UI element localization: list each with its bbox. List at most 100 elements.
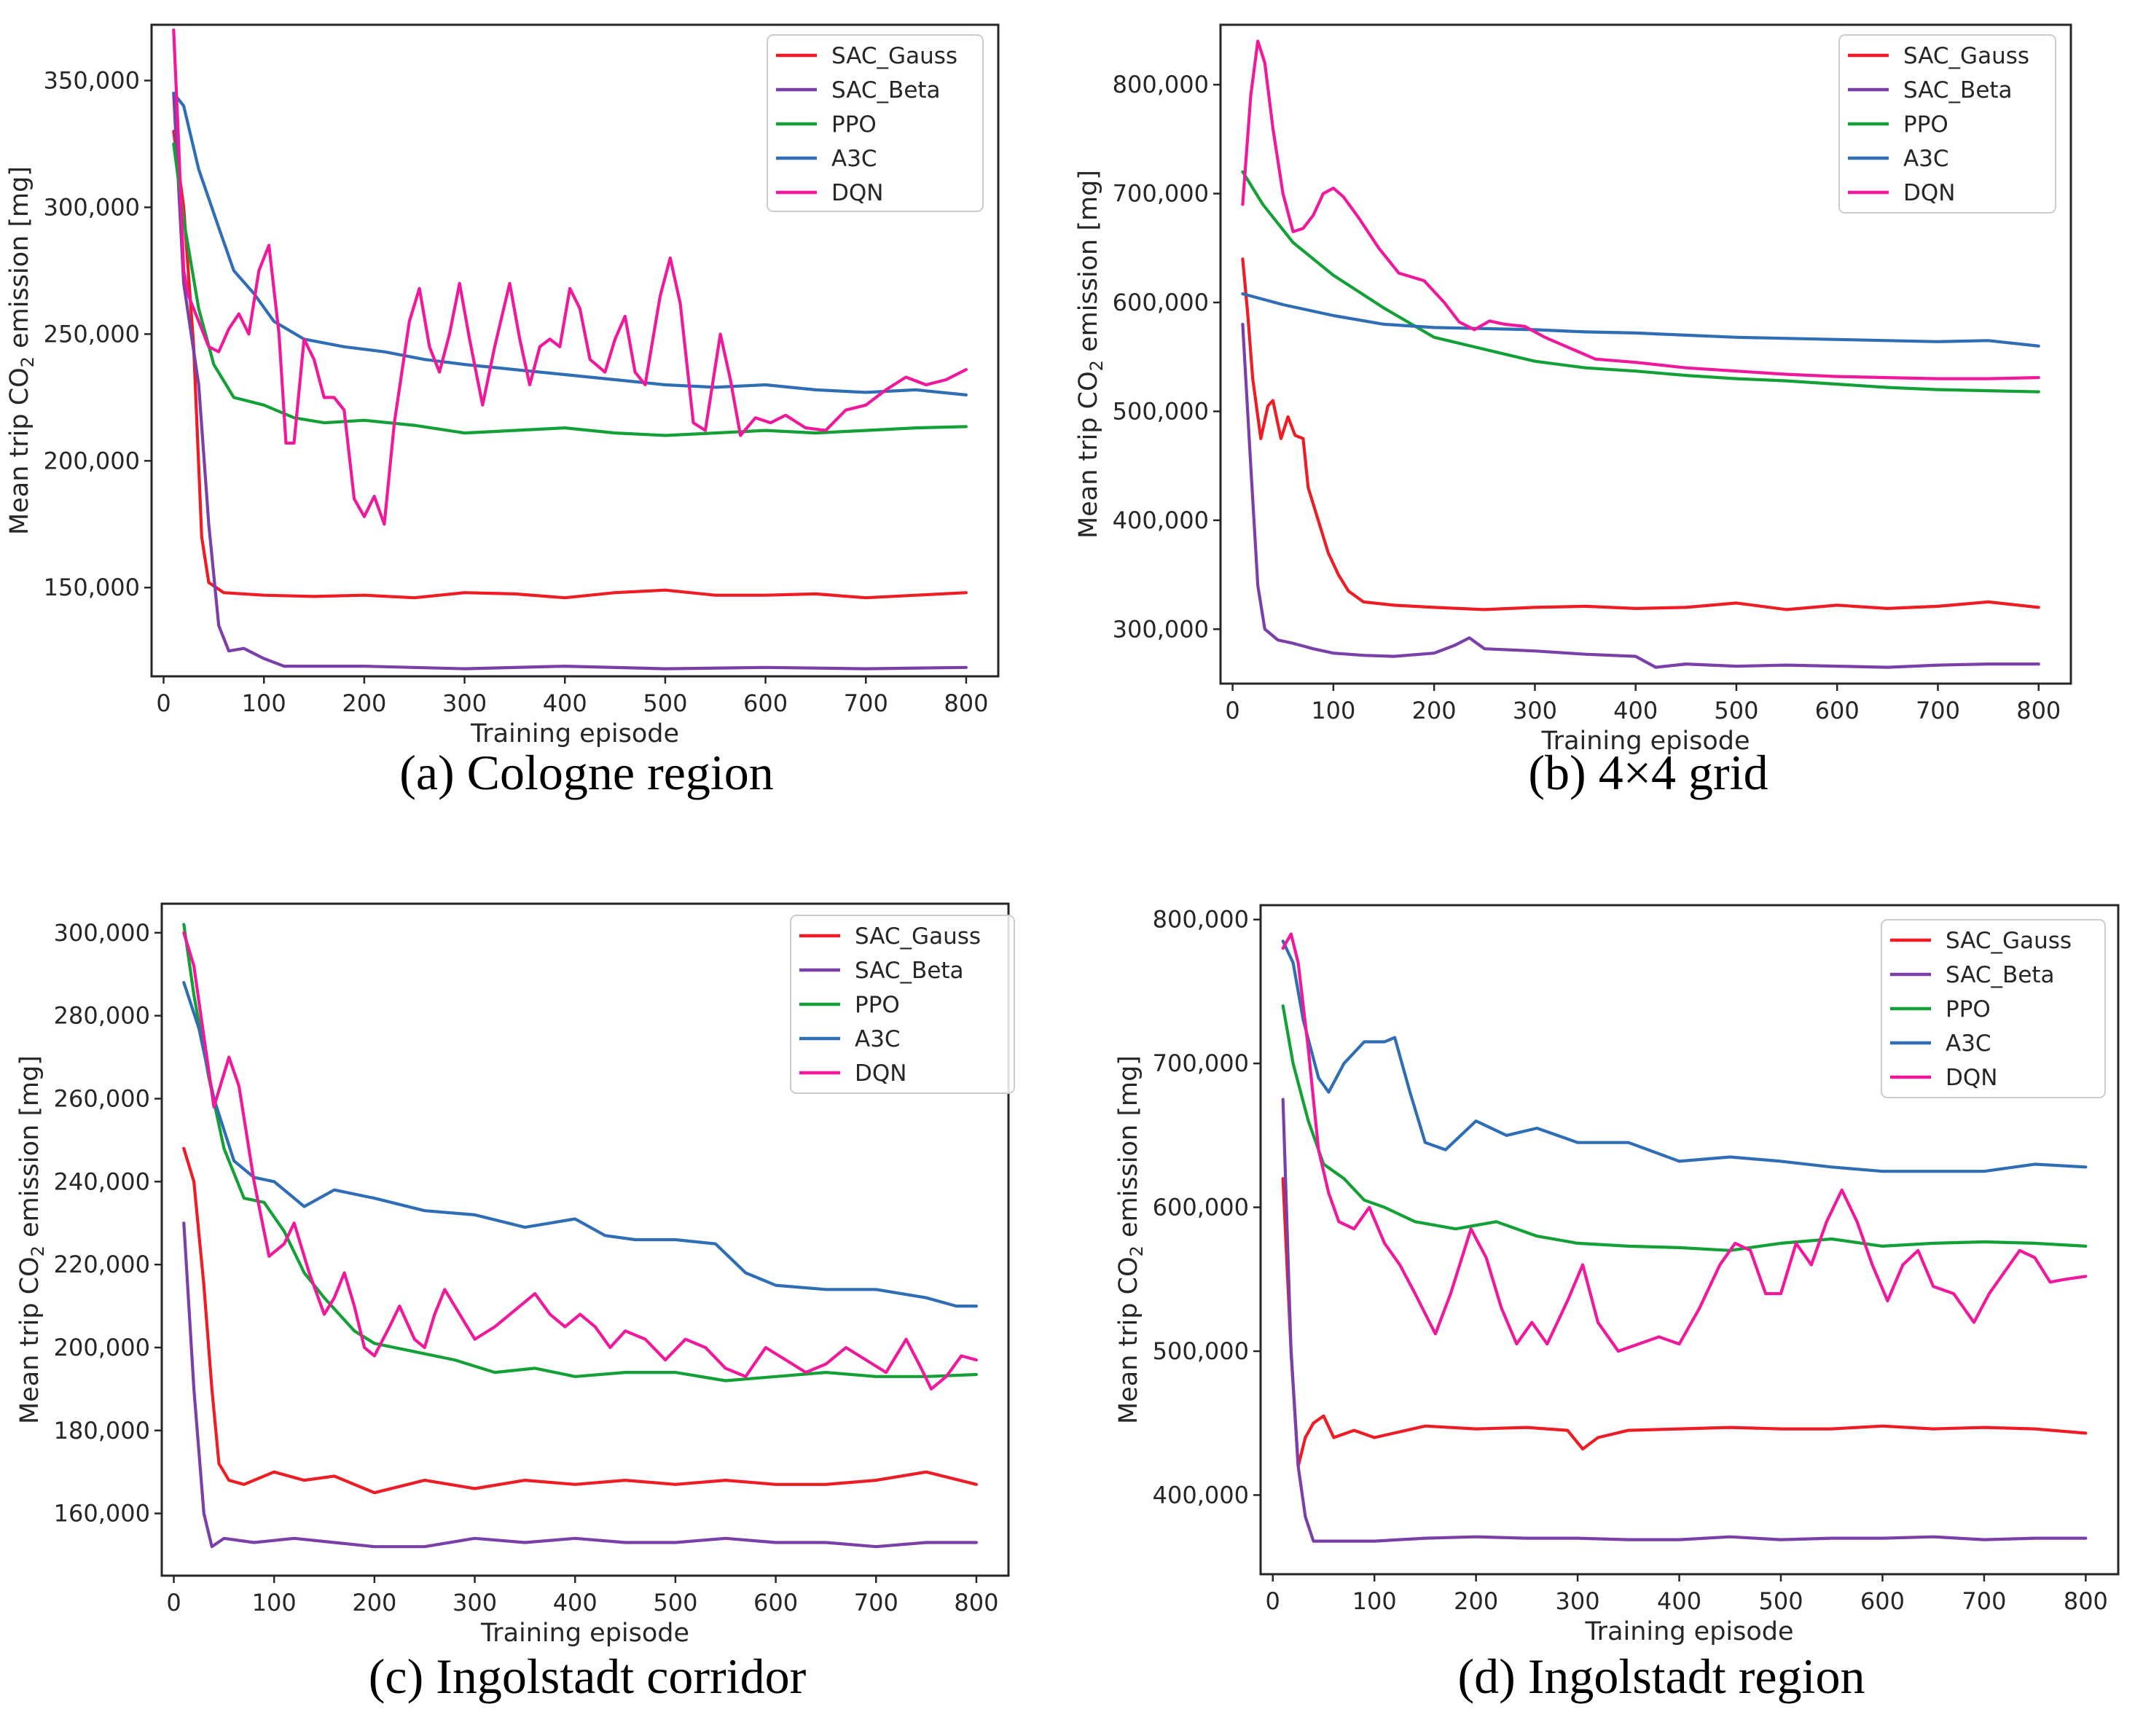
y-tick-label: 500,000 bbox=[1153, 1337, 1249, 1365]
y-tick-label: 220,000 bbox=[54, 1251, 150, 1278]
y-tick-label: 600,000 bbox=[1113, 289, 1209, 316]
x-tick-label: 700 bbox=[854, 1589, 898, 1616]
series-line-ppo bbox=[182, 923, 978, 1383]
y-tick-label: 700,000 bbox=[1113, 180, 1209, 208]
legend: SAC_Gauss SAC_Beta PPO A3C DQN bbox=[1838, 34, 2056, 214]
series-line-sac-beta bbox=[1281, 1098, 2088, 1543]
panel-caption: (d) Ingolstadt region bbox=[1458, 1649, 1865, 1704]
panel-caption: (b) 4×4 grid bbox=[1528, 745, 1768, 800]
y-tick-label: 280,000 bbox=[54, 1002, 150, 1030]
plot-frame bbox=[150, 23, 1000, 678]
chart-panel-3: 0 100 200 300 400 500 600 700 800 160,000 180,000 2… bbox=[15, 902, 1015, 1704]
legend-label: SAC_Gauss bbox=[1946, 928, 2072, 954]
series-line-sac-beta bbox=[1241, 322, 2040, 669]
chart-panel-2: 0 100 200 300 400 500 600 700 800 300,000 400,000 5… bbox=[1074, 23, 2072, 800]
legend: SAC_Gauss SAC_Beta PPO A3C DQN bbox=[790, 915, 1015, 1094]
y-tick-label: 150,000 bbox=[44, 574, 140, 601]
series-group bbox=[1281, 932, 2088, 1543]
legend-box bbox=[1838, 34, 2056, 214]
plot-frame bbox=[1219, 23, 2072, 685]
series-line-a3c bbox=[172, 91, 968, 396]
y-tick-label: 300,000 bbox=[1113, 615, 1209, 643]
series-line-sac-gauss bbox=[1281, 1177, 2088, 1468]
x-tick-label: 500 bbox=[653, 1589, 697, 1616]
y-tick-label: 800,000 bbox=[1153, 906, 1249, 934]
y-tick-label: 200,000 bbox=[44, 447, 140, 474]
x-tick-label: 500 bbox=[1758, 1587, 1803, 1615]
x-axis-label: Training episode bbox=[1540, 727, 1750, 756]
chart-panel-1: 0 100 200 300 400 500 600 700 800 150,000 200,000 2… bbox=[5, 23, 1000, 800]
x-tick-label: 400 bbox=[543, 689, 587, 717]
y-tick-label: 500,000 bbox=[1113, 397, 1209, 425]
y-tick-label: 250,000 bbox=[44, 320, 140, 348]
legend-label: DQN bbox=[855, 1060, 906, 1087]
legend-label: SAC_Gauss bbox=[831, 43, 957, 69]
legend: SAC_Gauss SAC_Beta PPO A3C DQN bbox=[767, 34, 984, 212]
x-tick-label: 300 bbox=[442, 689, 487, 717]
legend: SAC_Gauss SAC_Beta PPO A3C DQN bbox=[1881, 919, 2106, 1098]
legend-label: SAC_Beta bbox=[855, 958, 964, 984]
x-tick-label: 700 bbox=[1916, 697, 1960, 724]
x-tick-label: 200 bbox=[342, 689, 386, 717]
y-axis-label: Mean trip CO2 emission [mg] bbox=[5, 166, 38, 535]
x-tick-label: 700 bbox=[1962, 1587, 2006, 1615]
x-tick-label: 800 bbox=[944, 689, 988, 717]
x-tick-label: 600 bbox=[1860, 1587, 1905, 1615]
legend-label: SAC_Beta bbox=[1946, 962, 2055, 988]
x-tick-label: 0 bbox=[1266, 1587, 1280, 1615]
y-tick-label: 160,000 bbox=[54, 1500, 150, 1528]
legend-label: PPO bbox=[855, 992, 900, 1018]
y-tick-label: 180,000 bbox=[54, 1417, 150, 1444]
x-tick-label: 0 bbox=[166, 1589, 181, 1616]
y-tick-label: 240,000 bbox=[54, 1168, 150, 1195]
x-tick-label: 800 bbox=[2016, 697, 2061, 724]
x-tick-label: 300 bbox=[453, 1589, 497, 1616]
series-line-ppo bbox=[1281, 1004, 2088, 1252]
legend-label: PPO bbox=[1903, 112, 1948, 138]
series-line-ppo bbox=[1241, 170, 2040, 394]
x-tick-label: 300 bbox=[1556, 1587, 1600, 1615]
x-tick-label: 800 bbox=[954, 1589, 998, 1616]
y-tick-label: 600,000 bbox=[1153, 1194, 1249, 1221]
series-line-ppo bbox=[172, 142, 968, 437]
y-tick-label: 800,000 bbox=[1113, 71, 1209, 98]
y-tick-label: 300,000 bbox=[54, 919, 150, 947]
y-tick-label: 260,000 bbox=[54, 1084, 150, 1112]
panel-caption: (c) Ingolstadt corridor bbox=[369, 1649, 807, 1704]
legend-label: DQN bbox=[1903, 180, 1955, 206]
y-axis-label: Mean trip CO2 emission [mg] bbox=[1074, 170, 1107, 539]
x-tick-label: 200 bbox=[1454, 1587, 1498, 1615]
x-tick-label: 100 bbox=[1311, 697, 1355, 724]
x-tick-label: 100 bbox=[252, 1589, 297, 1616]
plot-frame bbox=[160, 902, 1010, 1577]
series-line-dqn bbox=[172, 28, 968, 526]
x-tick-label: 400 bbox=[1613, 697, 1658, 724]
x-tick-label: 700 bbox=[844, 689, 888, 717]
series-line-dqn bbox=[182, 931, 978, 1391]
legend-label: A3C bbox=[1903, 146, 1949, 172]
y-tick-label: 200,000 bbox=[54, 1334, 150, 1361]
series-line-a3c bbox=[1241, 292, 2040, 348]
y-tick-label: 400,000 bbox=[1153, 1481, 1249, 1509]
x-axis-label: Training episode bbox=[470, 719, 679, 748]
legend-label: SAC_Beta bbox=[1903, 77, 2013, 103]
x-tick-label: 200 bbox=[352, 1589, 396, 1616]
series-line-sac-gauss bbox=[1241, 257, 2040, 611]
y-tick-label: 400,000 bbox=[1113, 507, 1209, 534]
series-line-sac-gauss bbox=[182, 1146, 978, 1495]
x-tick-label: 400 bbox=[1657, 1587, 1701, 1615]
legend-box bbox=[767, 34, 984, 212]
series-line-sac-beta bbox=[182, 1221, 978, 1549]
legend-label: A3C bbox=[855, 1026, 901, 1052]
x-axis-label: Training episode bbox=[1584, 1617, 1793, 1646]
series-group bbox=[172, 28, 968, 670]
x-tick-label: 100 bbox=[1352, 1587, 1397, 1615]
legend-box bbox=[1881, 919, 2106, 1098]
legend-label: A3C bbox=[1946, 1031, 1991, 1057]
legend-label: DQN bbox=[1946, 1065, 1997, 1091]
legend-label: SAC_Gauss bbox=[1903, 43, 2029, 69]
legend-label: PPO bbox=[1946, 996, 1991, 1023]
series-line-sac-gauss bbox=[172, 130, 968, 600]
series-line-dqn bbox=[1241, 39, 2040, 380]
plot-frame bbox=[1259, 904, 2120, 1576]
